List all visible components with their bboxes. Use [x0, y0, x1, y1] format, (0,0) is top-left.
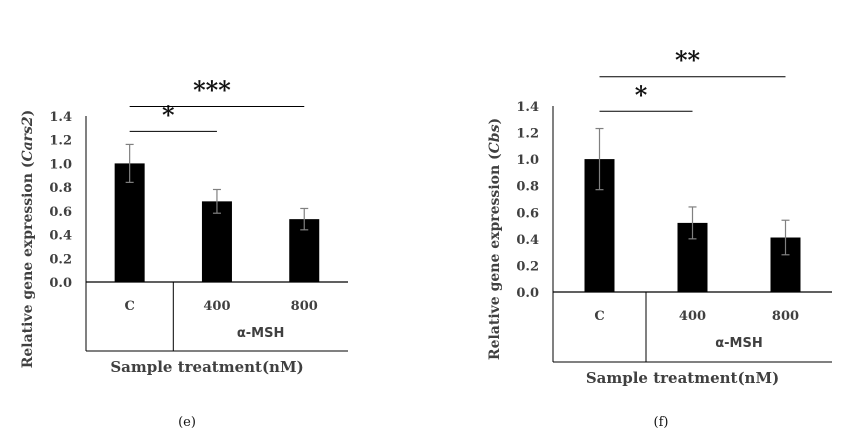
y-axis-label: Relative gene expression (Cbs): [487, 118, 503, 360]
panel-label: (e): [178, 415, 196, 430]
group-label: α-MSH: [237, 326, 285, 341]
y-tick-label: 0.6: [516, 206, 539, 221]
y-axis-label-prefix: Relative gene expression (: [487, 153, 503, 360]
x-tick-label: 400: [679, 309, 706, 324]
y-tick-label: 0.8: [516, 180, 539, 195]
y-axis-label-prefix: Relative gene expression (: [20, 162, 36, 369]
y-tick-label: 0.6: [49, 205, 72, 220]
y-tick-label: 0.8: [49, 181, 72, 196]
x-tick-label: C: [124, 299, 134, 314]
chart-panel-e: 0.0 0.2 0.4 0.6 0.8 1.0 1.2 1.4 C 400 800 α-MSH Samp…: [20, 75, 348, 430]
x-tick-label: 800: [772, 309, 799, 324]
y-axis-label: Relative gene expression (Cars2): [20, 110, 36, 369]
significance-label: *: [635, 80, 648, 109]
bar: [201, 201, 232, 282]
y-tick-label: 1.4: [49, 110, 72, 125]
y-tick-label: 0.2: [516, 259, 539, 274]
x-tick-label: 400: [203, 299, 230, 314]
y-axis-label-suffix: ): [20, 110, 36, 117]
y-tick-label: 1.2: [49, 134, 72, 149]
x-tick-label: 800: [291, 299, 318, 314]
y-axis-label-gene: Cars2: [20, 116, 36, 161]
y-tick-label: 1.0: [516, 153, 539, 168]
x-axis-label: Sample treatment(nM): [110, 358, 303, 376]
y-tick-label: 0.2: [49, 252, 72, 267]
y-tick-label: 1.0: [49, 157, 72, 172]
significance-label: ***: [193, 75, 231, 104]
y-tick-label: 0.4: [516, 233, 539, 248]
panel-label: (f): [654, 415, 669, 430]
group-label: α-MSH: [715, 336, 763, 351]
y-tick-label: 0.4: [49, 229, 72, 244]
y-tick-label: 1.4: [516, 100, 539, 115]
y-axis-label-suffix: ): [487, 118, 503, 125]
significance-label: *: [162, 100, 175, 129]
bar: [114, 163, 145, 282]
x-tick-label: C: [594, 309, 604, 324]
chart-panel-f: 0.0 0.2 0.4 0.6 0.8 1.0 1.2 1.4 C 400 800 α-MSH Samp…: [487, 46, 832, 430]
y-tick-label: 0.0: [516, 286, 539, 301]
y-tick-label: 0.0: [49, 276, 72, 291]
significance-label: **: [675, 46, 701, 75]
y-tick-label: 1.2: [516, 127, 539, 142]
y-axis-label-gene: Cbs: [487, 124, 503, 153]
x-axis-label: Sample treatment(nM): [586, 369, 779, 387]
